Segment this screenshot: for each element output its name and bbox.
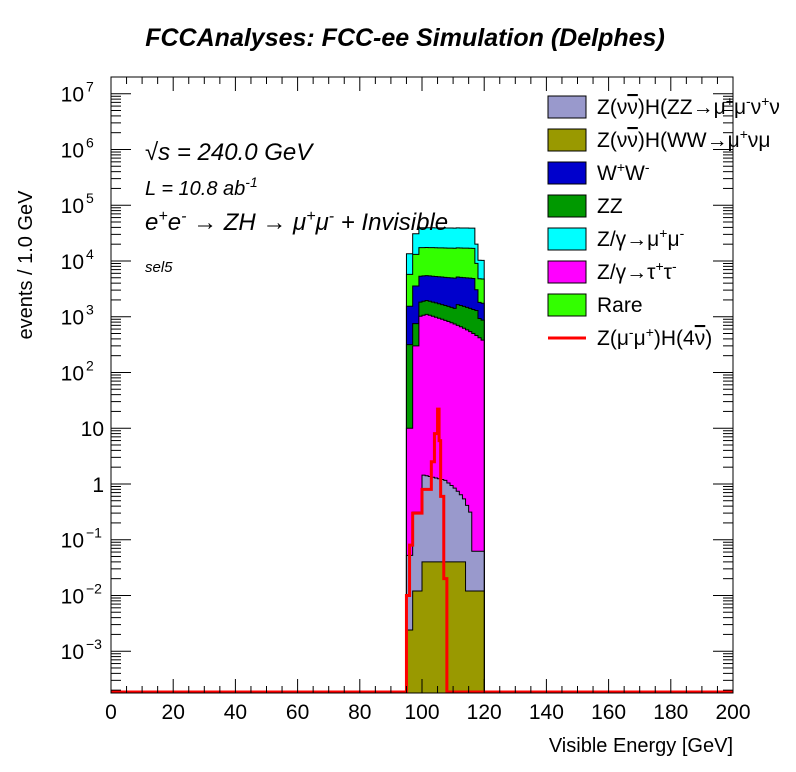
layer-zh-ww bbox=[405, 561, 485, 693]
x-tick-label: 40 bbox=[224, 701, 247, 724]
chart-title: FCCAnalyses: FCC-ee Simulation (Delphes) bbox=[145, 24, 665, 52]
legend-swatch-ww bbox=[547, 161, 587, 185]
y-tick-label: 10 bbox=[61, 195, 84, 218]
legend-swatch-rare bbox=[547, 293, 587, 317]
y-tick-exponent: 7 bbox=[86, 79, 94, 95]
x-tick-label: 180 bbox=[653, 701, 688, 724]
x-tick-label: 60 bbox=[286, 701, 309, 724]
legend-swatch-ztautau bbox=[547, 260, 587, 284]
process-annotation: e+e- → ZH → μ+μ- + Invisible bbox=[145, 208, 448, 236]
x-tick-label: 20 bbox=[162, 701, 185, 724]
legend-label-zmumu: Z/γ→μ+μ- bbox=[597, 225, 685, 251]
y-tick-exponent: 4 bbox=[86, 246, 94, 262]
y-tick-exponent: −2 bbox=[86, 580, 102, 596]
y-tick-label: 10 bbox=[61, 362, 84, 385]
legend-swatch-zh-ww bbox=[547, 128, 587, 152]
x-tick-label: 200 bbox=[715, 701, 750, 724]
y-tick-label: 10 bbox=[61, 641, 84, 664]
x-tick-label: 80 bbox=[348, 701, 371, 724]
legend-label-ww: W+W- bbox=[597, 159, 650, 185]
y-axis-label: events / 1.0 GeV bbox=[15, 190, 37, 340]
legend-swatch-zz bbox=[547, 194, 587, 218]
y-tick-label: 1 bbox=[92, 474, 104, 497]
x-tick-label: 140 bbox=[529, 701, 564, 724]
y-tick-exponent: 6 bbox=[86, 134, 94, 150]
selection-annotation: sel5 bbox=[145, 259, 173, 276]
y-tick-label: 10 bbox=[61, 84, 84, 107]
x-tick-label: 160 bbox=[591, 701, 626, 724]
legend-label-ztautau: Z/γ→τ+τ- bbox=[597, 258, 677, 284]
y-tick-label: 10 bbox=[61, 139, 84, 162]
luminosity-annotation: L = 10.8 ab-1 bbox=[145, 174, 258, 200]
y-tick-exponent: 5 bbox=[86, 190, 94, 206]
x-axis-label: Visible Energy [GeV] bbox=[549, 735, 733, 757]
legend-label-zh-ww: Z(νν)H(WW→μ+νμ bbox=[597, 126, 771, 152]
sqrt-s-annotation: √s = 240.0 GeV bbox=[145, 139, 314, 166]
legend-label-signal: Z(μ-μ+)H(4ν) bbox=[597, 324, 712, 350]
y-tick-label: 10 bbox=[61, 585, 84, 608]
y-tick-exponent: 2 bbox=[86, 357, 94, 373]
y-tick-exponent: −1 bbox=[86, 525, 102, 541]
y-tick-label: 10 bbox=[61, 251, 84, 274]
y-tick-label: 10 bbox=[61, 307, 84, 330]
signal-line bbox=[111, 407, 733, 693]
legend-swatch-zmumu bbox=[547, 227, 587, 251]
y-tick-exponent: 3 bbox=[86, 302, 94, 318]
legend-swatch-zh-zz bbox=[547, 95, 587, 119]
x-tick-label: 100 bbox=[404, 701, 439, 724]
stacked-histogram-layers bbox=[405, 227, 485, 693]
legend: Z(νν)H(ZZ→μ+μ-ν+ν Z(νν)H(WW→μ+νμ W+W- ZZ… bbox=[547, 93, 780, 350]
legend-label-rare: Rare bbox=[597, 294, 643, 317]
signal-histogram bbox=[111, 407, 733, 693]
legend-label-zz: ZZ bbox=[597, 195, 623, 218]
y-tick-label: 10 bbox=[61, 530, 84, 553]
x-tick-label: 120 bbox=[467, 701, 502, 724]
y-tick-label: 10 bbox=[81, 418, 104, 441]
x-axis-ticks: 0 20 40 60 80 100 120 140 160 180 200 bbox=[105, 77, 751, 724]
annotation-block: √s = 240.0 GeV L = 10.8 ab-1 e+e- → ZH →… bbox=[145, 139, 448, 276]
x-tick-label: 0 bbox=[105, 701, 117, 724]
y-tick-exponent: −3 bbox=[86, 636, 102, 652]
legend-label-zh-zz: Z(νν)H(ZZ→μ+μ-ν+ν bbox=[597, 93, 780, 119]
